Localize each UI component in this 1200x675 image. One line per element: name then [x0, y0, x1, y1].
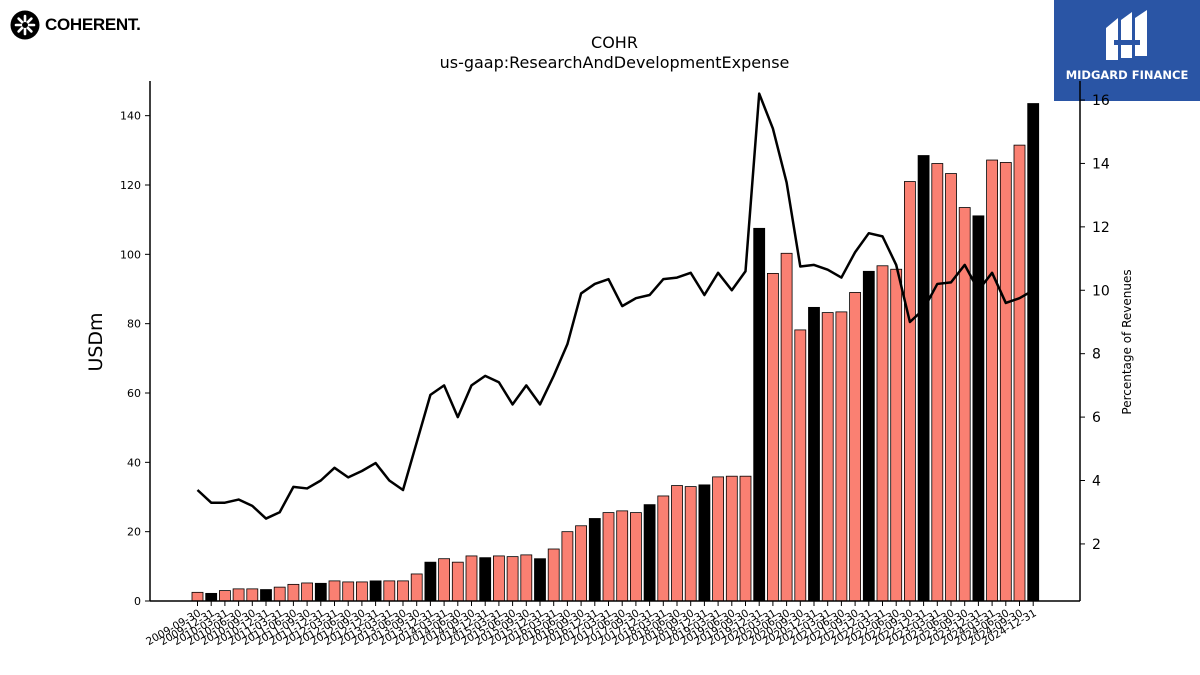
y-axis-label: USDm — [85, 312, 107, 371]
bar — [534, 558, 546, 602]
bar — [890, 268, 903, 602]
bar — [520, 554, 533, 602]
bar — [808, 306, 820, 602]
coherent-logo: COHERENT. — [10, 10, 141, 40]
y-tick-label: 100 — [120, 248, 141, 261]
bar — [904, 181, 916, 602]
bar — [849, 292, 861, 602]
bar — [643, 504, 656, 602]
bar — [314, 582, 327, 602]
bar — [328, 580, 341, 602]
bar — [657, 495, 670, 602]
y2-tick-label: 6 — [1092, 410, 1101, 426]
bar — [397, 580, 409, 602]
y2-tick-label: 4 — [1092, 474, 1101, 490]
midgard-finance-logo: MIDGARD FINANCE — [1054, 0, 1200, 101]
bar — [355, 581, 368, 602]
bar — [835, 311, 848, 602]
y2-tick-label: 14 — [1092, 156, 1110, 172]
bar — [451, 561, 464, 602]
chart-subtitle: us-gaap:ResearchAndDevelopmentExpense — [440, 53, 790, 72]
bar — [492, 555, 505, 602]
bar — [753, 227, 766, 602]
bar — [931, 163, 944, 602]
bar — [506, 556, 519, 602]
bar — [698, 484, 711, 602]
bar — [260, 589, 272, 602]
y-tick-label: 80 — [127, 318, 141, 331]
y2-tick-label: 16 — [1092, 93, 1110, 109]
y-tick-label: 140 — [120, 110, 141, 123]
bar — [917, 155, 930, 602]
bar — [1027, 103, 1040, 602]
bar — [287, 583, 300, 602]
bar — [1013, 144, 1026, 602]
midgard-logo-icon — [1106, 10, 1147, 60]
bar — [945, 173, 957, 602]
bar — [616, 510, 629, 602]
bar — [342, 581, 355, 602]
y-tick-label: 120 — [120, 179, 141, 192]
bar — [780, 252, 793, 602]
bar — [972, 215, 985, 602]
bar — [876, 265, 889, 602]
y2-tick-label: 2 — [1092, 537, 1101, 553]
bar — [725, 475, 738, 602]
y2-tick-label: 8 — [1092, 347, 1101, 363]
y-tick-label: 20 — [127, 526, 141, 539]
midgard-logo-text: MIDGARD FINANCE — [1065, 68, 1189, 82]
bar — [999, 162, 1012, 602]
bar — [232, 588, 245, 602]
bar — [424, 561, 437, 602]
bar — [821, 312, 834, 602]
bar — [191, 591, 204, 602]
bar — [273, 586, 286, 602]
bar — [218, 590, 231, 602]
bar — [479, 557, 492, 602]
y2-axis-label: Percentage of Revenues — [1120, 269, 1134, 414]
y2-tick-label: 10 — [1092, 283, 1110, 299]
bar — [410, 573, 423, 602]
bar — [794, 329, 807, 602]
bar — [301, 582, 314, 602]
y-tick-label: 40 — [127, 456, 141, 469]
bar — [862, 270, 875, 602]
bar — [739, 475, 752, 602]
y2-tick-label: 12 — [1092, 220, 1110, 236]
bar — [671, 485, 683, 602]
bar — [712, 476, 724, 602]
bar — [986, 159, 998, 602]
bar — [205, 592, 218, 602]
coherent-logo-text: COHERENT. — [45, 15, 141, 34]
y-tick-label: 0 — [134, 595, 141, 608]
bar — [246, 588, 259, 602]
bar — [630, 512, 642, 602]
bar — [561, 531, 574, 602]
coherent-logo-icon — [10, 10, 40, 40]
revenue-percentage-line — [196, 92, 1034, 520]
bar — [588, 518, 601, 602]
bar — [575, 525, 587, 602]
bar — [369, 580, 382, 602]
bar — [438, 558, 451, 602]
bar — [684, 486, 697, 602]
bar — [767, 272, 779, 602]
bar — [547, 548, 560, 602]
chart-title: COHR — [591, 33, 638, 52]
y-tick-label: 60 — [127, 387, 141, 400]
bar — [465, 555, 478, 602]
bar — [602, 512, 615, 602]
bar — [383, 580, 396, 602]
